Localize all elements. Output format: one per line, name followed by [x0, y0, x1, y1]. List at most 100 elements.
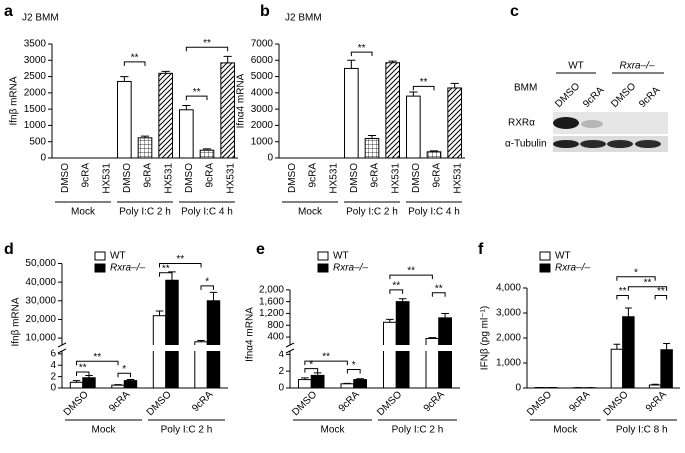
significance-bracket	[412, 85, 435, 91]
bar	[426, 151, 442, 159]
blot-band	[580, 140, 606, 148]
significance-bracket	[159, 272, 173, 277]
bar	[660, 349, 673, 389]
significance-bracket	[654, 295, 668, 300]
y-tick-label: 5000	[251, 71, 274, 82]
y-tick-label: 40,000	[25, 277, 56, 288]
panel-label: f	[478, 241, 484, 258]
y-tick-label: 0	[267, 153, 273, 164]
significance-label: *	[352, 360, 356, 371]
y-tick-label: 3000	[251, 104, 274, 115]
x-tick-label: HX531	[328, 163, 339, 194]
bar	[344, 67, 359, 159]
y-axis-label: IFNβ (pg ml⁻¹)	[480, 306, 491, 370]
error-bar	[386, 318, 394, 323]
group-label: Mock	[71, 207, 96, 218]
y-tick-label: 2	[278, 366, 284, 377]
y-tick-label: 20,000	[25, 314, 56, 325]
bar	[179, 109, 194, 159]
bar	[123, 380, 138, 389]
significance-label: **	[407, 266, 415, 277]
error-bar	[197, 340, 205, 342]
x-tick-label: HX531	[163, 163, 174, 194]
legend-label: WT	[555, 251, 571, 262]
y-tick-label: 4000	[251, 87, 274, 98]
break-mark	[57, 348, 67, 354]
legend-swatch	[539, 251, 551, 261]
bar	[383, 321, 397, 389]
y-tick-label: 4,000	[496, 283, 521, 294]
error-bar	[209, 291, 218, 301]
y-axis-label: Ifnβ mRNA	[9, 76, 20, 125]
error-bar	[202, 148, 212, 151]
break-mark	[57, 342, 67, 348]
y-tick-label: 1,000	[496, 358, 521, 369]
x-tick-label: DMSO	[525, 389, 554, 418]
group-label: Poly I:C 2 h	[346, 207, 398, 218]
significance-bracket	[431, 292, 446, 297]
axis-break	[282, 345, 460, 351]
x-tick-label: DMSO	[122, 163, 133, 193]
lane-label: DMSO	[553, 81, 582, 110]
y-tick-label: 6	[50, 348, 56, 359]
significance-bracket	[389, 274, 433, 280]
legend-label: Rxra–/–	[555, 263, 590, 274]
significance-bracket	[185, 46, 229, 52]
y-tick-label: 2500	[24, 71, 47, 82]
bar	[298, 379, 312, 389]
error-bar	[613, 343, 621, 350]
y-tick-label: 10,000	[25, 333, 56, 344]
x-tick-label: DMSO	[62, 389, 91, 418]
legend-swatch	[317, 263, 329, 273]
bar	[152, 315, 167, 389]
genotype-label: WT	[568, 61, 584, 72]
y-tick-label: 800	[267, 320, 284, 331]
significance-bracket	[76, 360, 119, 366]
y-tick-label: 1000	[251, 136, 274, 147]
genotype-label: Rxra–/–	[619, 61, 654, 72]
x-tick-label: 9cRA	[81, 163, 92, 188]
significance-label: *	[309, 359, 313, 370]
y-tick-label: 0	[50, 383, 56, 394]
x-tick-label: HX531	[101, 163, 112, 194]
error-bar	[429, 150, 439, 152]
significance-label: *	[205, 276, 209, 287]
significance-bracket	[200, 285, 214, 290]
significance-bracket	[616, 276, 656, 281]
x-tick-label: 9cRA	[337, 389, 362, 414]
bar	[206, 300, 221, 389]
x-tick-label: 9cRA	[205, 163, 216, 188]
bar	[438, 317, 452, 389]
y-tick-label: 3000	[24, 55, 47, 66]
significance-label: **	[619, 286, 627, 297]
bar	[82, 377, 96, 389]
significance-label: **	[420, 77, 428, 88]
x-tick-label: DMSO	[60, 163, 71, 193]
panel-label: e	[256, 241, 265, 258]
y-tick-label: 2	[50, 371, 56, 382]
y-tick-label: 2,000	[496, 333, 521, 344]
significance-bracket	[123, 61, 146, 66]
significance-label: **	[162, 263, 170, 274]
legend-swatch	[317, 251, 329, 261]
x-tick-label: DMSO	[349, 163, 360, 193]
bar	[353, 379, 367, 389]
blot-band	[635, 140, 661, 148]
significance-bracket	[346, 369, 361, 374]
error-bar	[313, 372, 322, 376]
y-tick-label: 400	[267, 332, 284, 343]
significance-label: **	[435, 283, 443, 294]
group-label: Poly I:C 4 h	[181, 207, 233, 218]
y-axis-label: Ifnα4 mRNA	[245, 307, 256, 362]
bar	[199, 149, 215, 159]
significance-bracket	[389, 289, 404, 294]
bar	[395, 301, 410, 389]
y-tick-label: 4	[50, 360, 56, 371]
x-tick-label: DMSO	[287, 163, 298, 193]
error-bar	[356, 378, 364, 380]
panel-label: c	[510, 3, 519, 20]
bar	[310, 374, 325, 389]
x-tick-label: 9cRA	[422, 389, 447, 414]
x-tick-label: HX531	[452, 163, 463, 194]
